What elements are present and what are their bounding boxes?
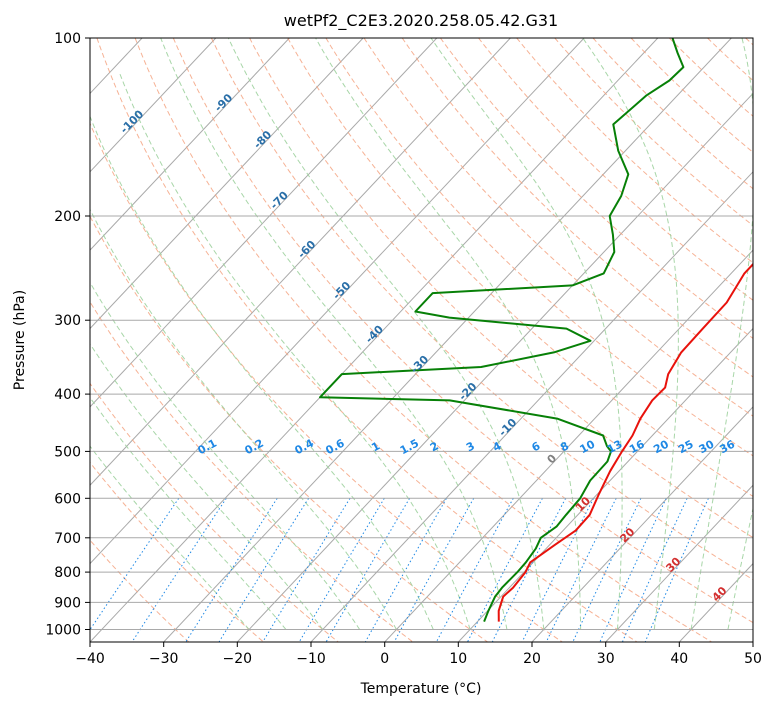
moist-adiabat-line <box>315 38 582 630</box>
y-tick-label: 100 <box>54 31 81 47</box>
moist-adiabat-line <box>119 73 471 630</box>
mixing-ratio-line <box>467 498 543 642</box>
y-tick-label: 900 <box>54 595 81 611</box>
isotherm-line <box>90 38 217 173</box>
dry-adiabat-line <box>249 38 753 539</box>
moist-adiabat-line <box>227 38 545 630</box>
moist-adiabat-line <box>160 38 508 630</box>
dry-adiabat-line <box>90 461 264 642</box>
isotherm-line <box>752 641 753 642</box>
dry-adiabat-line <box>325 38 753 457</box>
y-axis: 100 200 300 400 500 600 700 800 900 1000 <box>45 31 90 639</box>
moist-adiabat-line <box>690 38 753 630</box>
mixing-ratio-line <box>435 498 514 642</box>
mixing-ratio-line <box>491 498 567 642</box>
mixing-ratio-line <box>90 498 180 631</box>
mixing-ratio-line <box>599 498 667 642</box>
mixing-ratio-label: 13 <box>605 438 625 457</box>
dry-adiabat-line <box>90 300 414 642</box>
x-tick-label: 20 <box>523 651 541 667</box>
temperature-line <box>497 262 753 622</box>
isotherm-line <box>531 406 753 642</box>
y-tick-label: 400 <box>54 387 81 403</box>
x-tick-label: −10 <box>296 651 326 667</box>
isotherm-line <box>605 484 753 642</box>
x-tick-label: −30 <box>149 651 179 667</box>
isotherm-line <box>236 92 753 642</box>
mixing-ratio-label: 25 <box>676 438 696 457</box>
isotherm-line <box>384 249 753 642</box>
moist-adiabat-line <box>430 38 623 630</box>
mixing-ratio-label: 10 <box>578 437 598 456</box>
dry-adiabat-line <box>96 38 638 642</box>
dry-adiabat-line <box>90 382 339 642</box>
dry-adiabat-line <box>90 215 488 642</box>
dry-adiabat-line <box>363 38 753 417</box>
x-tick-label: 0 <box>380 651 389 667</box>
x-tick-label: 30 <box>597 651 615 667</box>
moist-adiabat-line <box>582 38 679 630</box>
plot-area <box>90 38 753 642</box>
dry-adiabat-line <box>516 38 753 264</box>
dry-adiabat-line <box>554 38 753 227</box>
isotherm-line <box>90 38 659 642</box>
mixing-ratio-label: 36 <box>717 437 737 456</box>
y-axis-title: Pressure (hPa) <box>12 290 28 390</box>
mixing-ratio-label: 16 <box>627 437 647 456</box>
moist-adiabat-line <box>90 396 287 630</box>
mixing-ratio-lines <box>90 498 709 642</box>
isotherm-line <box>310 171 753 642</box>
pressure-gridlines <box>90 38 753 630</box>
isotherm-line <box>457 327 753 642</box>
mixing-ratio-line <box>644 498 709 642</box>
dry-adiabat-line <box>287 38 753 497</box>
plot-frame <box>89 37 754 643</box>
y-tick-label: 800 <box>54 565 81 581</box>
x-axis-title: Temperature (°C) <box>360 681 482 697</box>
y-tick-label: 300 <box>54 313 81 329</box>
x-tick-label: −20 <box>223 651 253 667</box>
moist-adiabat-line <box>90 342 324 630</box>
y-tick-label: 1000 <box>45 623 81 639</box>
dewpoint-line <box>319 38 685 622</box>
isotherm-line <box>90 38 438 408</box>
mixing-ratio-label: 20 <box>651 437 671 456</box>
plot-background <box>90 38 753 642</box>
moist-adiabat-line <box>727 506 753 630</box>
moist-adiabat-line <box>90 115 434 630</box>
mixing-ratio-line <box>298 498 385 642</box>
mixing-ratio-label: 30 <box>697 437 717 456</box>
isotherm-line <box>0 38 68 642</box>
dry-adiabat-line <box>401 38 753 378</box>
dry-adiabat-line <box>210 38 753 581</box>
y-tick-label: 500 <box>54 444 81 460</box>
y-tick-label: 600 <box>54 491 81 507</box>
x-axis: −40 −30 −20 −10 0 10 20 30 40 50 <box>75 642 762 667</box>
mixing-ratio-line <box>621 498 688 642</box>
x-tick-label: 40 <box>670 651 688 667</box>
mixing-ratio-line <box>185 498 278 642</box>
moist-adiabat-line <box>90 208 397 630</box>
isotherm-line <box>90 38 364 330</box>
y-tick-label: 200 <box>54 209 81 225</box>
x-tick-label: −40 <box>75 651 105 667</box>
mixing-ratio-line <box>131 498 227 642</box>
x-tick-label: 50 <box>744 651 762 667</box>
isotherm-line <box>90 38 290 251</box>
x-tick-label: 10 <box>449 651 467 667</box>
isotherm-line <box>90 38 511 487</box>
profile-series <box>319 38 753 622</box>
isotherm-line <box>90 38 585 565</box>
mixing-ratio-line <box>325 498 411 642</box>
chart-title: wetPf2_C2E3.2020.258.05.42.G31 <box>284 11 558 31</box>
dry-adiabat-line <box>439 38 753 339</box>
isotherm-line <box>163 38 732 642</box>
y-tick-label: 700 <box>54 531 81 547</box>
dry-adiabat-line <box>630 38 753 153</box>
mixing-ratio-line <box>218 498 310 642</box>
isotherm-lines <box>0 38 753 642</box>
dry-adiabat-line <box>172 38 753 624</box>
